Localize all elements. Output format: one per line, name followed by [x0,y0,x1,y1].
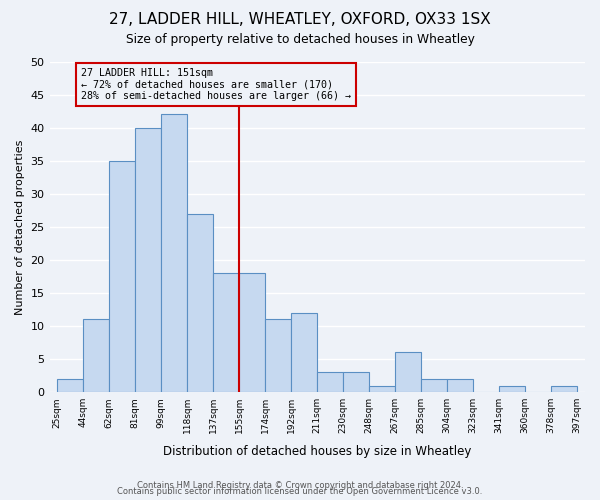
Y-axis label: Number of detached properties: Number of detached properties [15,139,25,314]
Text: Contains public sector information licensed under the Open Government Licence v3: Contains public sector information licen… [118,488,482,496]
Bar [343,372,369,392]
Bar [58,379,83,392]
Bar [369,386,395,392]
Bar [136,128,161,392]
Bar [109,160,136,392]
Text: Size of property relative to detached houses in Wheatley: Size of property relative to detached ho… [125,32,475,46]
Text: 27, LADDER HILL, WHEATLEY, OXFORD, OX33 1SX: 27, LADDER HILL, WHEATLEY, OXFORD, OX33 … [109,12,491,28]
Bar [161,114,187,392]
Bar [421,379,447,392]
Bar [83,320,109,392]
Bar [447,379,473,392]
Bar [499,386,525,392]
Bar [239,273,265,392]
Bar [395,352,421,392]
Bar [291,313,317,392]
Text: Contains HM Land Registry data © Crown copyright and database right 2024.: Contains HM Land Registry data © Crown c… [137,480,463,490]
Bar [551,386,577,392]
X-axis label: Distribution of detached houses by size in Wheatley: Distribution of detached houses by size … [163,444,472,458]
Text: 27 LADDER HILL: 151sqm
← 72% of detached houses are smaller (170)
28% of semi-de: 27 LADDER HILL: 151sqm ← 72% of detached… [81,68,351,102]
Bar [265,320,291,392]
Bar [317,372,343,392]
Bar [213,273,239,392]
Bar [187,214,213,392]
